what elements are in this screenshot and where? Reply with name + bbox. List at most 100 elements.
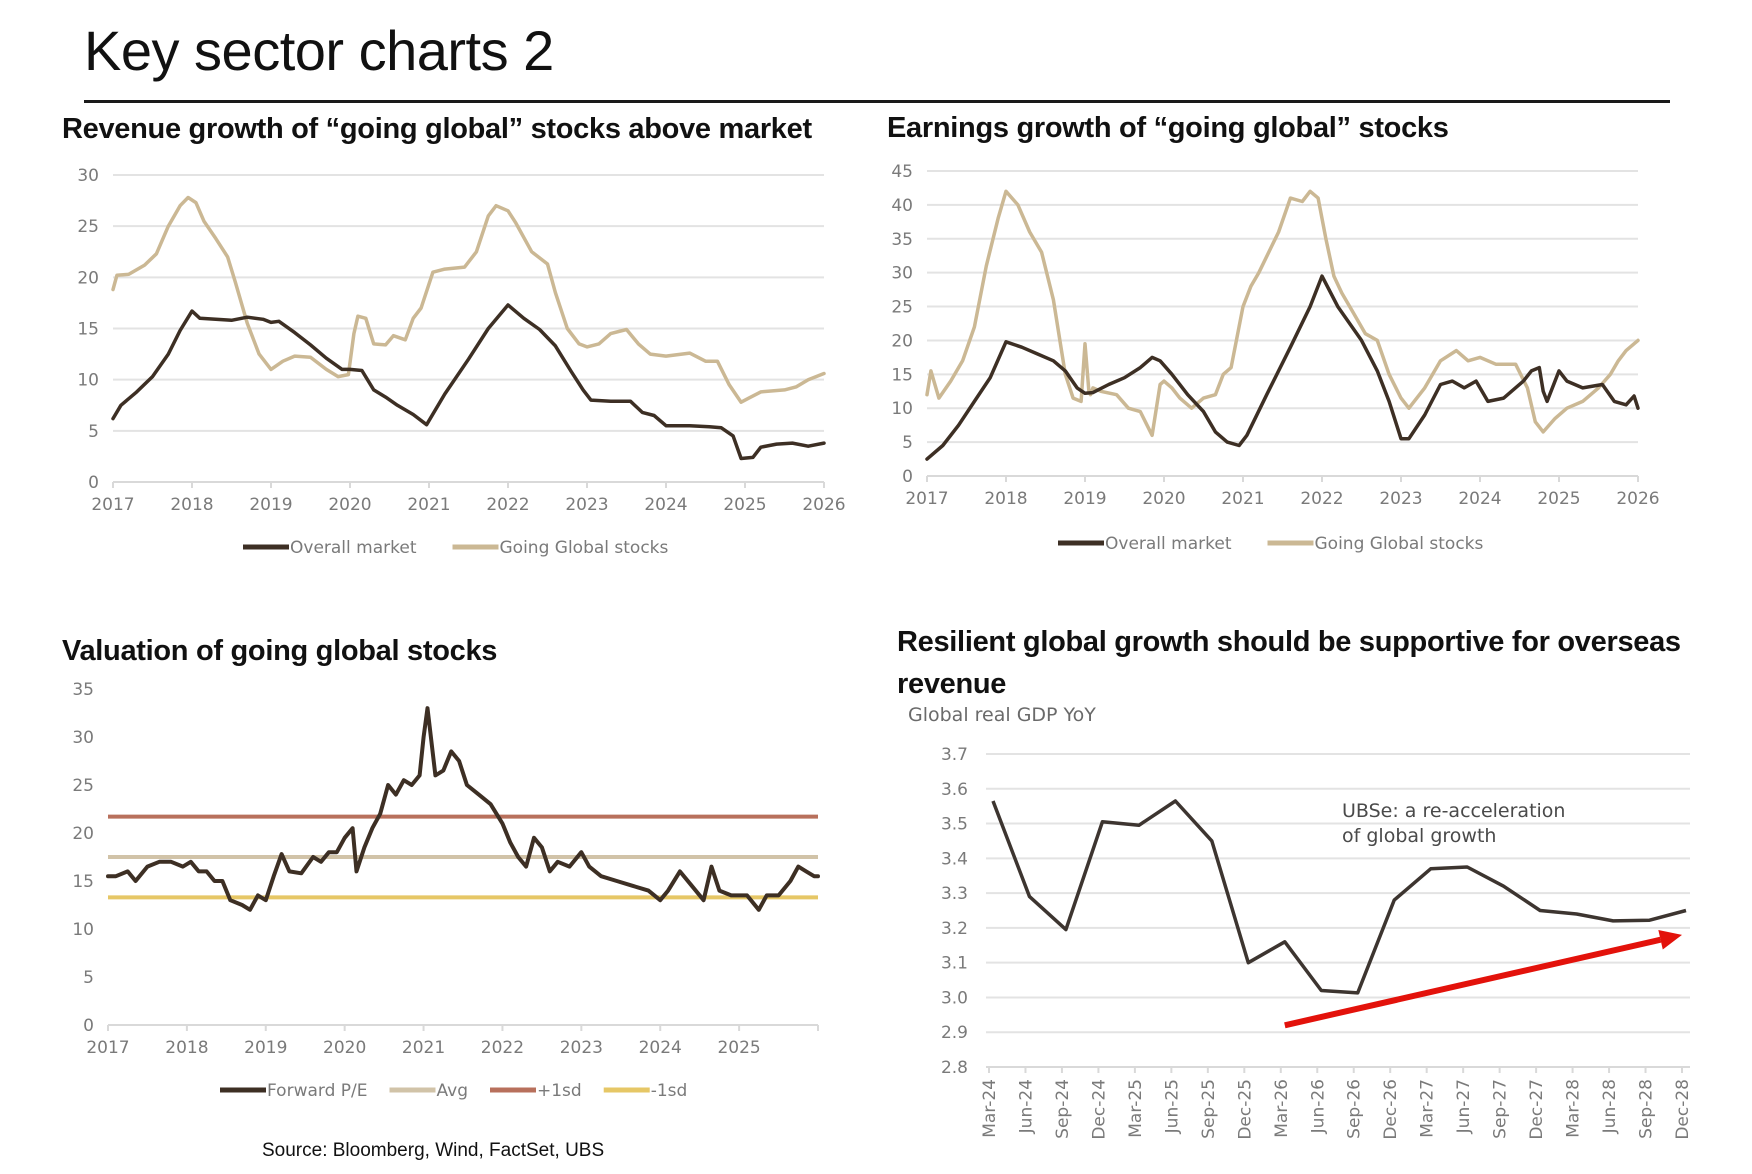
x-tick-label: Sep-24	[1053, 1079, 1073, 1139]
x-tick-label: 2021	[1221, 489, 1264, 509]
title-divider	[84, 100, 1670, 103]
x-tick-label: 2017	[86, 1038, 129, 1058]
x-tick-label: Jun-24	[1016, 1079, 1036, 1134]
y-tick-label: 3.1	[941, 954, 968, 974]
x-tick-label: 2020	[328, 495, 371, 515]
x-tick-label: 2020	[1142, 489, 1185, 509]
legend-label: -1sd	[651, 1081, 688, 1101]
y-tick-label: 20	[891, 331, 913, 351]
legend-label: Avg	[437, 1081, 469, 1101]
x-tick-label: Jun-25	[1162, 1079, 1182, 1134]
series-line-overall-market	[925, 274, 1640, 461]
y-tick-label: 2.9	[941, 1023, 968, 1043]
series-line-overall-market	[111, 303, 826, 461]
series-line-global-gdp	[991, 799, 1687, 995]
x-tick-label: 2022	[486, 495, 529, 515]
y-axis-label: Global real GDP YoY	[908, 704, 1096, 726]
y-tick-label: 20	[72, 824, 94, 844]
y-tick-label: 3.7	[941, 745, 968, 765]
x-tick-label: Sep-26	[1345, 1079, 1365, 1139]
series-line-going-global-stocks	[925, 189, 1640, 438]
x-tick-label: 2024	[1458, 489, 1501, 509]
x-tick-label: 2020	[323, 1038, 366, 1058]
x-tick-label: Jun-28	[1600, 1079, 1620, 1134]
x-tick-label: Mar-27	[1418, 1079, 1438, 1138]
x-tick-label: 2023	[1379, 489, 1422, 509]
x-tick-label: 2017	[91, 495, 134, 515]
trend-arrow-head-icon	[1658, 929, 1682, 950]
y-tick-label: 15	[77, 320, 99, 340]
x-tick-label: 2024	[639, 1038, 682, 1058]
y-tick-label: 30	[72, 728, 94, 748]
y-tick-label: 40	[891, 196, 913, 216]
trend-arrow-shaft	[1284, 936, 1662, 1029]
annotation-text: of global growth	[1342, 825, 1496, 847]
chart-title-revenue: Revenue growth of “going global” stocks …	[62, 113, 812, 145]
legend-label: +1sd	[537, 1081, 582, 1101]
source-note: Source: Bloomberg, Wind, FactSet, UBS	[262, 1140, 605, 1161]
chart-title-earnings: Earnings growth of “going global” stocks	[887, 112, 1449, 144]
y-tick-label: 35	[891, 230, 913, 250]
x-tick-label: 2024	[644, 495, 687, 515]
x-tick-label: 2018	[984, 489, 1027, 509]
x-tick-label: Dec-28	[1673, 1079, 1693, 1140]
x-tick-label: Mar-24	[980, 1079, 1000, 1138]
chart-title-gdp: Resilient global growth should be suppor…	[897, 626, 1681, 700]
y-tick-label: 15	[72, 872, 94, 892]
y-tick-label: 45	[891, 162, 913, 182]
x-tick-label: 2019	[249, 495, 292, 515]
x-tick-label: Mar-28	[1564, 1079, 1584, 1138]
x-tick-label: Sep-27	[1491, 1079, 1511, 1139]
x-tick-label: 2026	[802, 495, 845, 515]
x-tick-label: 2022	[481, 1038, 524, 1058]
y-tick-label: 30	[77, 166, 99, 186]
y-tick-label: 35	[72, 680, 94, 700]
y-tick-label: 2.8	[941, 1058, 968, 1078]
x-tick-label: 2025	[1537, 489, 1580, 509]
chart-title-valuation: Valuation of going global stocks	[62, 635, 498, 667]
x-tick-label: 2019	[1063, 489, 1106, 509]
y-tick-label: 0	[88, 473, 99, 493]
x-tick-label: Jun-26	[1308, 1079, 1328, 1134]
x-tick-label: 2021	[407, 495, 450, 515]
legend-label: Going Global stocks	[1315, 534, 1484, 554]
legend-label: Going Global stocks	[500, 538, 669, 558]
legend-label: Overall market	[1105, 534, 1232, 554]
x-tick-label: Dec-25	[1235, 1079, 1255, 1140]
x-tick-label: 2025	[717, 1038, 760, 1058]
y-tick-label: 25	[72, 776, 94, 796]
y-tick-label: 3.4	[941, 849, 968, 869]
y-tick-label: 25	[891, 298, 913, 318]
x-tick-label: 2018	[165, 1038, 208, 1058]
page-title: Key sector charts 2	[84, 19, 554, 82]
x-tick-label: Dec-27	[1527, 1079, 1547, 1140]
x-tick-label: 2018	[170, 495, 213, 515]
x-tick-label: 2021	[402, 1038, 445, 1058]
y-tick-label: 5	[88, 422, 99, 442]
series-line-forward-p-e	[106, 706, 820, 912]
y-tick-label: 5	[902, 433, 913, 453]
x-tick-label: Mar-26	[1272, 1079, 1292, 1138]
y-tick-label: 10	[891, 399, 913, 419]
series-line-going-global-stocks	[111, 195, 826, 404]
y-tick-label: 30	[891, 264, 913, 284]
y-tick-label: 0	[83, 1016, 94, 1036]
x-tick-label: Dec-24	[1089, 1079, 1109, 1140]
y-tick-label: 20	[77, 268, 99, 288]
y-tick-label: 15	[891, 365, 913, 385]
y-tick-label: 3.0	[941, 988, 968, 1008]
x-tick-label: 2017	[905, 489, 948, 509]
y-tick-label: 5	[83, 968, 94, 988]
y-tick-label: 25	[77, 217, 99, 237]
x-tick-label: 2019	[244, 1038, 287, 1058]
x-tick-label: Jun-27	[1454, 1079, 1474, 1134]
x-tick-label: 2023	[560, 1038, 603, 1058]
x-tick-label: 2023	[565, 495, 608, 515]
x-tick-label: 2025	[723, 495, 766, 515]
x-tick-label: Sep-25	[1199, 1079, 1219, 1139]
x-tick-label: Sep-28	[1637, 1079, 1657, 1139]
legend-label: Forward P/E	[267, 1081, 368, 1101]
